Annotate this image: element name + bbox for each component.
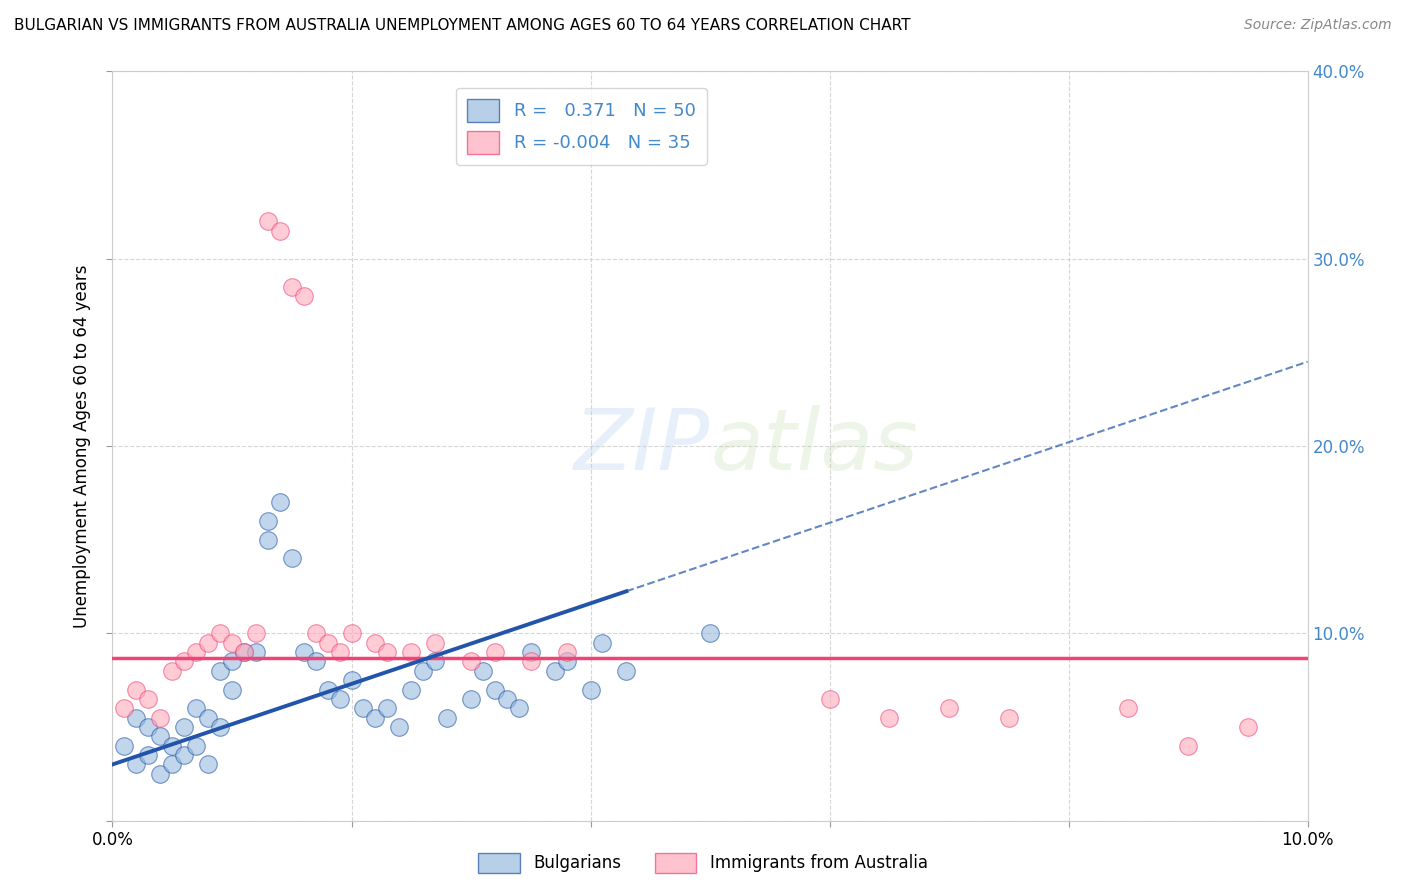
Point (484, 645, 506, 659)
Point (353, 701, 375, 715)
Point (162, 757, 183, 772)
Point (281, 280, 304, 294)
Point (186, 645, 208, 659)
Point (496, 692, 519, 706)
Point (520, 645, 543, 659)
Text: BULGARIAN VS IMMIGRANTS FROM AUSTRALIA UNEMPLOYMENT AMONG AGES 60 TO 64 YEARS CO: BULGARIAN VS IMMIGRANTS FROM AUSTRALIA U… (14, 18, 911, 33)
Point (162, 664, 183, 678)
Point (436, 710, 458, 724)
Point (292, 645, 315, 659)
Point (329, 645, 352, 659)
Point (162, 739, 183, 753)
Text: atlas: atlas (710, 404, 918, 488)
Point (257, 214, 280, 228)
Point (173, 655, 195, 669)
Point (508, 701, 530, 715)
Point (616, 664, 638, 678)
Legend: R =   0.371   N = 50, R = -0.004   N = 35: R = 0.371 N = 50, R = -0.004 N = 35 (456, 88, 707, 165)
Point (186, 739, 208, 753)
Point (579, 682, 602, 697)
Point (543, 664, 565, 678)
Legend: Bulgarians, Immigrants from Australia: Bulgarians, Immigrants from Australia (471, 847, 935, 880)
Point (186, 701, 208, 715)
Text: Source: ZipAtlas.com: Source: ZipAtlas.com (1244, 18, 1392, 32)
Point (412, 664, 434, 678)
Point (1118, 701, 1140, 715)
Point (149, 767, 172, 781)
Point (233, 645, 256, 659)
Point (699, 626, 721, 640)
Point (401, 682, 423, 697)
Point (114, 739, 135, 753)
Point (114, 701, 135, 715)
Point (388, 720, 411, 734)
Point (221, 655, 243, 669)
Point (173, 720, 195, 734)
Point (269, 223, 291, 237)
Text: ZIP: ZIP (574, 404, 710, 488)
Point (377, 701, 399, 715)
Point (197, 710, 219, 724)
Point (879, 710, 901, 724)
Point (316, 635, 339, 649)
Point (197, 635, 219, 649)
Point (1237, 720, 1260, 734)
Point (138, 720, 160, 734)
Point (221, 682, 243, 697)
Point (292, 289, 315, 303)
Point (484, 682, 506, 697)
Point (377, 645, 399, 659)
Point (555, 655, 578, 669)
Point (592, 635, 614, 649)
Point (209, 626, 232, 640)
Point (329, 692, 352, 706)
Point (555, 645, 578, 659)
Point (209, 720, 232, 734)
Point (364, 710, 387, 724)
Point (998, 710, 1021, 724)
Point (257, 533, 280, 547)
Point (209, 664, 232, 678)
Y-axis label: Unemployment Among Ages 60 to 64 years: Unemployment Among Ages 60 to 64 years (73, 264, 91, 628)
Point (425, 635, 447, 649)
Point (401, 645, 423, 659)
Point (472, 664, 495, 678)
Point (281, 551, 304, 566)
Point (197, 757, 219, 772)
Point (1177, 739, 1199, 753)
Point (138, 692, 160, 706)
Point (269, 495, 291, 509)
Point (425, 655, 447, 669)
Point (138, 747, 160, 762)
Point (149, 730, 172, 744)
Point (149, 710, 172, 724)
Point (460, 692, 482, 706)
Point (938, 701, 960, 715)
Point (221, 635, 243, 649)
Point (460, 655, 482, 669)
Point (125, 757, 148, 772)
Point (364, 635, 387, 649)
Point (818, 692, 841, 706)
Point (257, 514, 280, 528)
Point (520, 655, 543, 669)
Point (340, 673, 363, 688)
Point (340, 626, 363, 640)
Point (305, 626, 328, 640)
Point (233, 645, 256, 659)
Point (305, 655, 328, 669)
Point (245, 645, 267, 659)
Point (245, 626, 267, 640)
Point (173, 747, 195, 762)
Point (125, 682, 148, 697)
Point (125, 710, 148, 724)
Point (316, 682, 339, 697)
